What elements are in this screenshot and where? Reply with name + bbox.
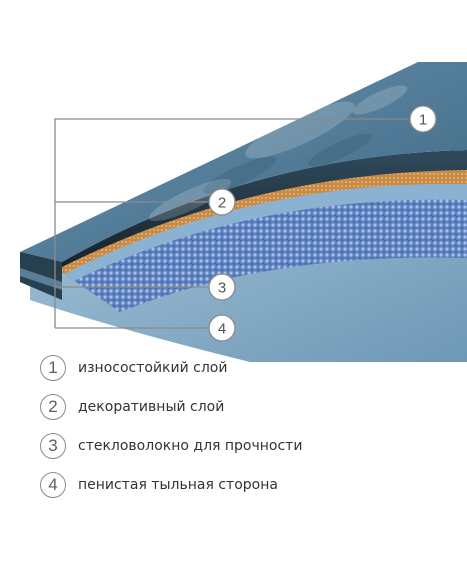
legend-item-3: 3 стекловолокно для прочности [40, 430, 302, 462]
callout-3: 3 [208, 273, 236, 301]
fiberglass-layer [70, 195, 467, 312]
leader-lines [54, 118, 408, 329]
surface-texture [148, 85, 408, 222]
callout-3-number: 3 [218, 280, 226, 297]
callout-2: 2 [208, 188, 236, 216]
decorative-layer [54, 168, 467, 274]
wear-layer-surface [20, 62, 467, 262]
legend-number-2: 2 [40, 394, 66, 420]
callout-4: 4 [208, 314, 236, 342]
legend-label-2: декоративный слой [78, 399, 225, 415]
leader-line-1 [54, 118, 408, 328]
legend-item-4: 4 пенистая тыльная сторона [40, 469, 278, 501]
legend-item-1: 1 износостойкий слой [40, 352, 227, 384]
legend-label-4: пенистая тыльная сторона [78, 477, 278, 493]
legend-item-2: 2 декоративный слой [40, 391, 224, 423]
legend-label-3: стекловолокно для прочности [78, 438, 303, 454]
callout-2-number: 2 [218, 195, 226, 212]
legend-number-1: 1 [40, 355, 66, 381]
legend-number-3: 3 [40, 433, 66, 459]
legend-label-1: износостойкий слой [78, 360, 228, 376]
legend-number-4: 4 [40, 472, 66, 498]
callout-1: 1 [409, 105, 437, 133]
callout-4-number: 4 [218, 321, 226, 338]
wear-layer-edge [20, 150, 467, 270]
callout-1-number: 1 [419, 112, 427, 129]
